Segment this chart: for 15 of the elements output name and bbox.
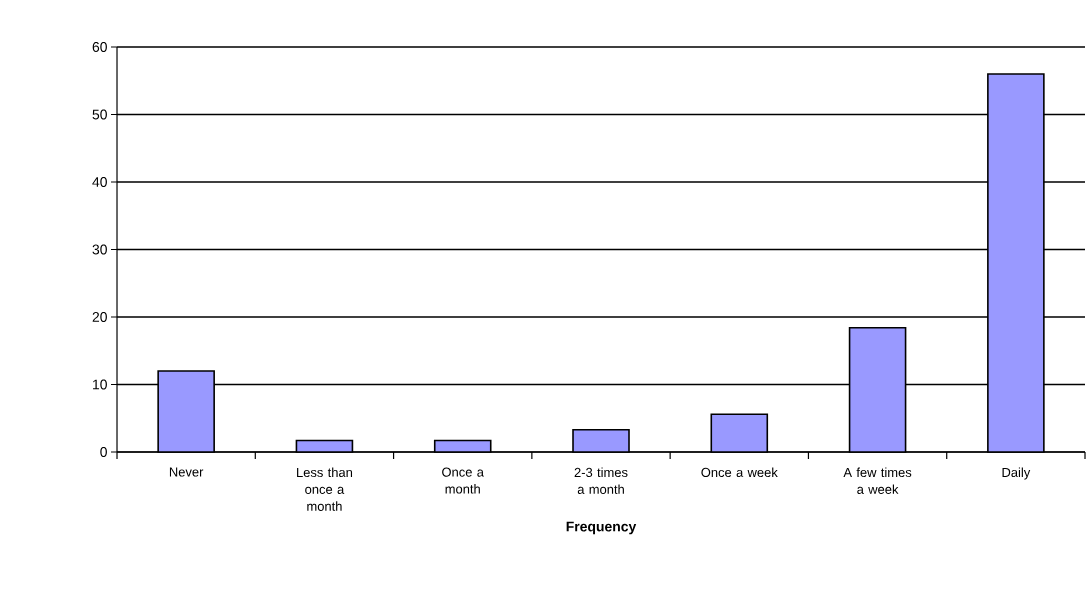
y-tick-label: 50 [92, 109, 107, 120]
x-axis-title: Frequency [566, 521, 637, 535]
x-tick-label: Once a month [442, 467, 484, 494]
x-tick-label: A few times a week [843, 467, 912, 494]
x-tick-label: 2-3 times a month [574, 467, 628, 494]
y-tick-label: 40 [92, 177, 107, 187]
y-tick-label: 20 [92, 312, 107, 322]
y-tick-label: 30 [92, 244, 107, 255]
y-tick-label: 60 [92, 42, 107, 52]
x-tick-label: Never [169, 467, 204, 477]
x-tick-label: Daily [1002, 467, 1031, 480]
x-tick-label: Less than once a month [297, 467, 353, 511]
y-tick-label: 10 [93, 379, 107, 390]
y-tick-label: 0 [100, 447, 107, 457]
x-tick-label: Once a week [701, 467, 778, 478]
